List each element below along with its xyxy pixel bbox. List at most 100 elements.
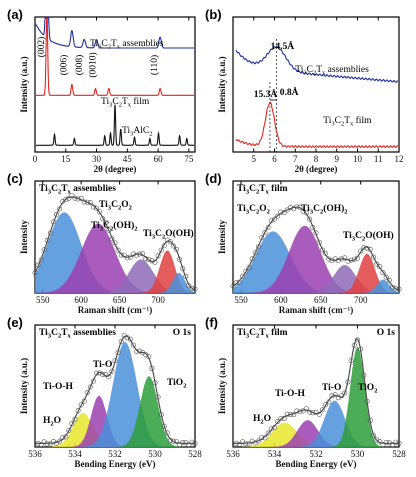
fit-component-0	[233, 422, 399, 447]
data-point	[281, 415, 287, 421]
x-tick-label: 532	[309, 449, 323, 459]
fit-component-1	[233, 420, 399, 447]
panel-label: (f)	[205, 315, 218, 330]
panel-label: (a)	[7, 7, 23, 22]
data-point	[284, 207, 290, 213]
x-tick-label: 536	[226, 449, 240, 459]
data-point	[44, 441, 50, 447]
data-point	[271, 424, 277, 430]
component-label: Ti-O	[322, 383, 341, 393]
data-point	[50, 219, 56, 225]
data-point	[134, 348, 140, 354]
x-tick-label: 550	[234, 295, 248, 305]
x-tick-label: 534	[68, 449, 82, 459]
x-tick-label: 550	[36, 295, 50, 305]
data-point	[249, 438, 255, 444]
data-point	[109, 236, 115, 242]
data-point	[174, 439, 180, 445]
fit-envelope	[233, 338, 399, 444]
data-point	[354, 337, 360, 343]
data-point	[158, 412, 164, 418]
data-point	[118, 339, 124, 345]
data-point	[91, 204, 97, 210]
data-point	[137, 348, 143, 354]
data-point	[72, 195, 78, 201]
data-point	[183, 273, 189, 279]
x-tick-label: 7	[293, 154, 298, 164]
component-label: Ti-O-H	[43, 382, 74, 392]
d-spacing-annotation: 15.3Å	[254, 88, 278, 100]
series-line-0	[235, 46, 399, 83]
data-point	[35, 440, 41, 446]
data-point	[396, 440, 402, 446]
data-point	[310, 225, 316, 231]
data-point	[167, 239, 173, 245]
data-point	[393, 286, 399, 292]
data-point	[268, 426, 274, 432]
data-point	[180, 266, 186, 272]
component-label: Ti3​C2​(OH)2​	[91, 220, 138, 233]
fit-component-4	[35, 272, 195, 293]
data-point	[265, 430, 271, 436]
data-point	[291, 412, 297, 418]
component-label: Ti3​C2​O(OH)	[343, 230, 394, 243]
data-point	[233, 440, 239, 446]
data-point	[265, 225, 271, 231]
data-point	[103, 371, 109, 377]
data-point	[78, 402, 84, 408]
panel-d: (d) Intensity Raman shift (cm⁻¹) 550 600 650 7…	[205, 171, 402, 315]
data-point	[137, 251, 143, 257]
data-point	[268, 218, 274, 224]
fit-component-4	[233, 279, 399, 293]
data-point	[383, 274, 389, 280]
panel-label: (e)	[7, 315, 23, 330]
component-label: Ti-O-H	[275, 389, 306, 399]
data-point	[313, 230, 319, 236]
series-line-1	[235, 101, 399, 149]
x-tick-label: 700	[151, 295, 165, 305]
data-point	[380, 270, 386, 276]
data-point	[78, 195, 84, 201]
data-point	[143, 256, 149, 262]
data-point	[84, 199, 90, 205]
panel-b: (b) Intensity (a.u.) 2θ (degree) 5 6 7 8 9 10 11 1…	[205, 7, 404, 174]
data-point	[281, 210, 287, 216]
data-point	[183, 440, 189, 446]
data-point	[300, 408, 306, 414]
data-point	[284, 411, 290, 417]
data-point	[236, 441, 242, 447]
x-tick-label: 0	[33, 154, 38, 164]
peak-annotation: (002)	[36, 37, 47, 58]
x-axis-label: Bending Energy (eV)	[75, 459, 156, 469]
data-point	[303, 210, 309, 216]
data-point	[367, 418, 373, 424]
data-point	[180, 439, 186, 445]
data-point	[81, 199, 87, 205]
data-point	[87, 200, 93, 206]
x-tick-label: 536	[28, 449, 42, 459]
data-point	[149, 258, 155, 264]
corner-label: O 1s	[377, 328, 396, 338]
data-point	[53, 211, 59, 217]
data-point	[332, 256, 338, 262]
data-point	[271, 216, 277, 222]
series-label: Ti3​C2​Tx​ film	[323, 115, 372, 128]
data-point	[262, 230, 268, 236]
data-point	[72, 416, 78, 422]
data-point	[338, 256, 344, 262]
data-point	[91, 378, 97, 384]
data-point	[313, 409, 319, 415]
x-tick-label: 30	[92, 154, 102, 164]
data-point	[38, 441, 44, 447]
data-point	[246, 265, 252, 271]
panel-title: Ti3​C2​Tx​ assemblies	[39, 328, 116, 340]
data-point	[278, 209, 284, 215]
fit-component-3	[35, 376, 195, 447]
data-point	[307, 216, 313, 222]
d-spacing-annotation: 14.5Å	[271, 40, 295, 52]
x-axis-label: Raman shift (cm⁻¹)	[78, 305, 152, 315]
data-point	[297, 204, 303, 210]
x-tick-label: 6	[272, 154, 277, 164]
data-point	[323, 250, 329, 256]
fit-component-1	[35, 223, 195, 293]
